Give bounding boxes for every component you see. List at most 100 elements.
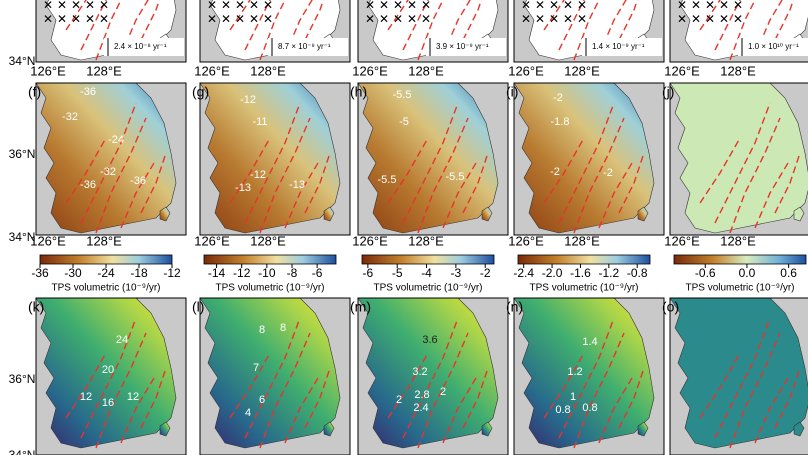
colorbar xyxy=(203,254,337,265)
strain-cross: ✕ xyxy=(421,12,431,26)
colorbar-tick-label: -0.6 xyxy=(695,266,716,280)
colorbar-tick-label: -18 xyxy=(130,266,148,280)
panel-letter: (h) xyxy=(350,84,367,100)
contour-label: 0.8 xyxy=(555,404,570,416)
panel-letter: (l) xyxy=(192,299,204,315)
contour-label: -36 xyxy=(130,175,146,187)
contour-label: 3.2 xyxy=(412,366,427,378)
colorbar-tick-label: -12 xyxy=(233,266,251,280)
map-land xyxy=(514,83,655,234)
colorbar-tick-label: -30 xyxy=(64,266,82,280)
strain-cross: ✕ xyxy=(85,0,95,12)
lon-label: 126°E xyxy=(194,233,230,248)
strain-cross: ✕ xyxy=(43,12,53,26)
strain-cross: ✕ xyxy=(71,0,81,12)
contour-label: -36 xyxy=(80,179,96,191)
map-frame xyxy=(199,0,351,63)
colorbar-title: TPS volumetric (10⁻⁹/yr) xyxy=(215,283,324,294)
map-frame xyxy=(35,297,187,455)
colorbar-tick-label: -36 xyxy=(31,266,49,280)
scale-box xyxy=(268,38,348,56)
strain-cross: ✕ xyxy=(379,12,389,26)
contour-label: 0.8 xyxy=(582,402,597,414)
contour-label: 8 xyxy=(280,322,286,334)
lon-label: 128°E xyxy=(86,233,122,248)
strain-cross: ✕ xyxy=(99,12,109,26)
strain-cross: ✕ xyxy=(421,0,431,12)
lon-label: 128°E xyxy=(720,233,756,248)
strain-scale: 2.4 × 10⁻⁸ yr⁻¹ xyxy=(114,42,167,51)
strain-cross: ✕ xyxy=(563,12,573,26)
contour-label: 12 xyxy=(127,391,139,403)
contour-label: -13 xyxy=(235,182,251,194)
strain-cross: ✕ xyxy=(535,12,545,26)
lon-label: 126°E xyxy=(508,233,544,248)
colorbar-tick-label: -1.6 xyxy=(570,266,591,280)
contour-label: -5.5 xyxy=(393,89,412,101)
colorbar-title: TPS volumetric (10⁻⁹/yr) xyxy=(373,283,482,294)
contour-label: 4 xyxy=(245,407,251,419)
strain-cross: ✕ xyxy=(407,0,417,12)
contour-label: -12 xyxy=(250,169,266,181)
strain-cross: ✕ xyxy=(577,0,587,12)
colorbar-tick-label: -5 xyxy=(392,266,403,280)
strain-cross: ✕ xyxy=(221,12,231,26)
colorbar-title: TPS volumetric (10⁻⁹/yr) xyxy=(51,283,160,294)
strain-cross: ✕ xyxy=(563,0,573,12)
lon-label: 128°E xyxy=(564,63,600,78)
contour-label: -2 xyxy=(550,166,560,178)
lat-label: 34°N xyxy=(9,448,36,455)
strain-cross: ✕ xyxy=(57,12,67,26)
scale-box xyxy=(426,38,506,56)
contour-label: -13 xyxy=(289,179,305,191)
map-land xyxy=(36,83,177,234)
strain-cross: ✕ xyxy=(235,12,245,26)
lon-label: 128°E xyxy=(408,233,444,248)
strain-scale: 1.4 × 10⁻⁹ yr⁻¹ xyxy=(592,42,645,51)
strain-cross: ✕ xyxy=(365,12,375,26)
colorbar-tick-label: -0.8 xyxy=(627,266,648,280)
panel-letter: (j) xyxy=(662,84,674,100)
lon-label: 126°E xyxy=(30,233,66,248)
colorbar-tick-label: -8 xyxy=(287,266,298,280)
colorbar xyxy=(361,254,495,265)
contour-label: 6 xyxy=(259,394,265,406)
lon-label: 126°E xyxy=(194,63,230,78)
strain-cross: ✕ xyxy=(577,12,587,26)
map-land xyxy=(670,83,808,234)
strain-cross: ✕ xyxy=(705,12,715,26)
panel-letter: (f) xyxy=(28,84,41,100)
contour-label: 2.8 xyxy=(414,389,429,401)
strain-cross: ✕ xyxy=(249,12,259,26)
map-frame xyxy=(669,82,808,236)
map-frame xyxy=(669,297,808,455)
colorbar-tick-label: -2.0 xyxy=(542,266,563,280)
colorbar-tick-label: -1.2 xyxy=(598,266,619,280)
contour-label: -32 xyxy=(100,166,116,178)
strain-scale: 1.0 × 10¹⁰ yr⁻¹ xyxy=(748,42,799,51)
lon-label: 128°E xyxy=(408,63,444,78)
colorbar-tick-label: -2 xyxy=(480,266,491,280)
contour-label: -5.5 xyxy=(446,171,465,183)
strain-cross: ✕ xyxy=(71,12,81,26)
map-land xyxy=(514,298,655,449)
panel-letter: (g) xyxy=(192,84,209,100)
strain-cross: ✕ xyxy=(235,0,245,12)
map-frame xyxy=(35,82,187,236)
map-frame xyxy=(513,82,665,236)
lon-label: 126°E xyxy=(352,233,388,248)
contour-label: -32 xyxy=(62,111,78,123)
scale-box xyxy=(582,38,662,56)
strain-cross: ✕ xyxy=(719,0,729,12)
contour-label: 16 xyxy=(102,397,114,409)
panel-letter: (i) xyxy=(506,84,518,100)
strain-cross: ✕ xyxy=(207,0,217,12)
map-frame xyxy=(669,0,808,63)
map-frame xyxy=(35,0,187,63)
contour-label: 2 xyxy=(396,394,402,406)
lon-label: 128°E xyxy=(564,233,600,248)
map-land xyxy=(358,298,499,449)
strain-cross: ✕ xyxy=(263,0,273,12)
contour-label: 7 xyxy=(253,362,259,374)
map-frame xyxy=(357,297,509,455)
